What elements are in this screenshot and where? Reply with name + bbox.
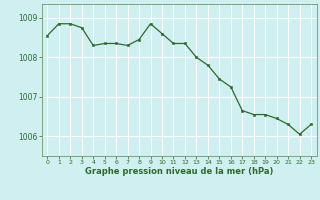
X-axis label: Graphe pression niveau de la mer (hPa): Graphe pression niveau de la mer (hPa) [85, 167, 273, 176]
